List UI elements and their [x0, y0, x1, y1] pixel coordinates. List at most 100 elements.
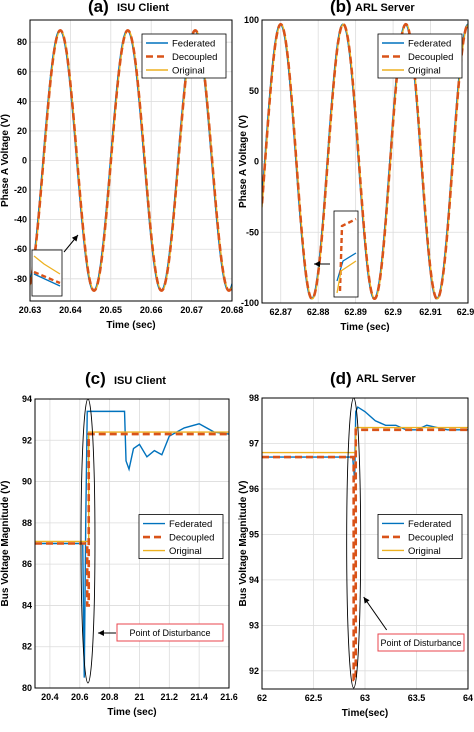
- x-axis-label: Time (sec): [107, 707, 156, 718]
- legend-label: Decoupled: [169, 533, 214, 544]
- y-tick-label: 0: [22, 156, 27, 166]
- inset-federated: [336, 252, 357, 282]
- panel-title-c: ISU Client: [114, 375, 166, 387]
- legend: Federated Decoupled Original: [138, 514, 224, 559]
- x-tick-label: 20.8: [101, 692, 119, 702]
- x-tick-label: 62.5: [305, 693, 323, 703]
- y-tick-label: -100: [241, 298, 259, 308]
- legend-label: Original: [172, 66, 205, 77]
- y-tick-label: 60: [17, 67, 27, 77]
- x-tick-label: 20.64: [59, 305, 82, 315]
- annotation-arrow: [363, 596, 388, 631]
- y-tick-label: 50: [249, 86, 259, 96]
- x-axis-label: Time (sec): [340, 322, 389, 333]
- x-tick-label: 62.91: [419, 307, 442, 317]
- y-tick-label: 88: [22, 518, 32, 528]
- y-tick-label: 98: [249, 393, 259, 403]
- annotation-text: Point of Disturbance: [380, 638, 461, 648]
- inset-federated: [33, 273, 61, 287]
- x-tick-label: 63: [360, 693, 370, 703]
- panel-label-c: (c): [85, 369, 106, 388]
- y-tick-label: 84: [22, 600, 32, 610]
- axes-frame: [261, 19, 469, 304]
- axes-frame: [261, 397, 469, 690]
- disturbance-ellipse: [346, 397, 362, 689]
- x-tick-label: 20.63: [19, 305, 42, 315]
- y-axis-label: Phase A Voltage (V): [238, 115, 249, 208]
- inset-arrowhead: [71, 235, 78, 242]
- legend-label: Federated: [169, 519, 212, 530]
- y-tick-label: 86: [22, 559, 32, 569]
- series-group: [262, 406, 468, 682]
- series-line-federated: [35, 410, 229, 678]
- panel-label-b: (b): [330, 0, 352, 16]
- y-tick-label: 95: [249, 529, 259, 539]
- legend: Federated Decoupled Original: [377, 33, 463, 79]
- zoom-inset: [31, 234, 79, 297]
- chart-d: 62 62.5 63 63.5 64 92 93 94 95 96 97 98 Time(sec) Bus…: [238, 393, 473, 719]
- panel-title-d: ARL Server: [356, 373, 416, 385]
- annotation-box: [377, 633, 465, 652]
- series-line-decoupled: [35, 432, 229, 607]
- legend-box: [141, 33, 227, 79]
- y-tick-label: -60: [14, 244, 27, 254]
- x-tick-label: 20.65: [100, 305, 123, 315]
- disturbance-ellipse: [80, 398, 96, 684]
- chart-b: 62.87 62.88 62.89 62.9 62.91 62.92 -100 -50 0 50 1…: [238, 15, 474, 333]
- inset-original: [33, 255, 61, 275]
- inset-decoupled: [33, 270, 61, 285]
- annotation-text: Point of Disturbance: [129, 628, 210, 638]
- y-tick-label: 20: [17, 126, 27, 136]
- y-tick-label: 94: [22, 394, 32, 404]
- annotation-box: [116, 623, 224, 642]
- panel-title-a: ISU Client: [117, 2, 169, 14]
- series-group: [35, 410, 229, 678]
- legend-label: Federated: [172, 39, 215, 50]
- y-tick-label: 92: [249, 666, 259, 676]
- y-tick-label: 94: [249, 575, 259, 585]
- y-tick-label: -50: [246, 227, 259, 237]
- inset-arrowhead: [314, 261, 320, 267]
- x-tick-label: 21.2: [161, 692, 179, 702]
- legend-label: Decoupled: [172, 52, 217, 63]
- x-tick-label: 20.67: [180, 305, 203, 315]
- panel-label-a: (a): [88, 0, 109, 16]
- x-tick-label: 63.5: [408, 693, 426, 703]
- x-tick-label: 62.89: [344, 307, 367, 317]
- y-tick-label: 90: [22, 477, 32, 487]
- x-tick-label: 20.68: [221, 305, 244, 315]
- legend-label: Decoupled: [408, 52, 453, 63]
- y-tick-label: -20: [14, 185, 27, 195]
- y-tick-label: 92: [22, 435, 32, 445]
- x-axis-label: Time (sec): [106, 320, 155, 331]
- legend-label: Decoupled: [408, 532, 453, 543]
- y-tick-label: 0: [254, 157, 259, 167]
- chart-c: 20.4 20.6 20.8 21 21.2 21.4 21.6 80 82 84 86 88 90 92…: [0, 394, 238, 718]
- axes-frame: [34, 398, 230, 689]
- zoom-inset: [314, 210, 359, 298]
- series-line-decoupled: [262, 428, 468, 682]
- y-tick-label: 93: [249, 620, 259, 630]
- x-tick-label: 62.87: [269, 307, 292, 317]
- x-tick-label: 21.6: [220, 692, 238, 702]
- series-line-decoupled: [262, 22, 468, 301]
- y-tick-label: 80: [22, 683, 32, 693]
- annotation-arrowhead: [363, 597, 370, 604]
- x-axis-label: Time(sec): [342, 708, 389, 719]
- y-tick-label: 97: [249, 438, 259, 448]
- y-axis-label: Bus Voltage Magnitude (V): [238, 481, 249, 607]
- x-tick-label: 20.66: [140, 305, 163, 315]
- legend: Federated Decoupled Original: [141, 33, 227, 79]
- legend: Federated Decoupled Original: [377, 514, 463, 559]
- panel-title-b: ARL Server: [355, 2, 415, 14]
- y-tick-label: -40: [14, 215, 27, 225]
- legend-label: Federated: [408, 519, 451, 530]
- y-axis-label: Phase A Voltage (V): [0, 114, 11, 207]
- x-tick-label: 62: [257, 693, 267, 703]
- x-tick-label: 62.9: [384, 307, 402, 317]
- y-tick-label: 82: [22, 642, 32, 652]
- y-axis-label: Bus Voltage Magnitude (V): [0, 481, 11, 607]
- y-tick-label: 80: [17, 37, 27, 47]
- x-tick-label: 64: [463, 693, 473, 703]
- y-tick-label: 100: [244, 15, 259, 25]
